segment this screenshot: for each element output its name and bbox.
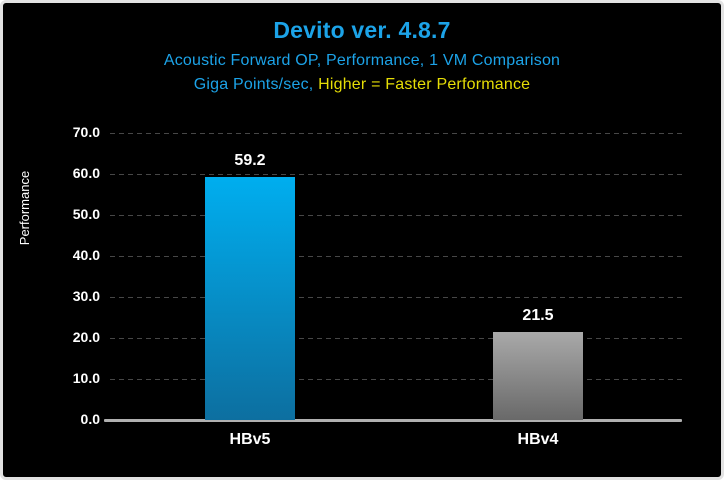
gridline-50.0	[110, 215, 682, 216]
gridline-60.0	[110, 174, 682, 175]
x-axis-line	[104, 419, 682, 422]
bar-hbv4	[493, 331, 583, 420]
chart-subtitle-highlight: Higher = Faster Performance	[318, 76, 531, 93]
bar-hbv5	[205, 177, 295, 420]
chart-subtitle-line1: Acoustic Forward OP, Performance, 1 VM C…	[163, 52, 561, 69]
y-tick-label-50.0: 50.0	[72, 206, 100, 222]
chart-subtitle-units: Giga Points/sec,	[193, 76, 319, 93]
gridline-10.0	[110, 379, 682, 380]
y-axis-title: Performance	[17, 170, 32, 246]
gridline-40.0	[110, 256, 682, 257]
bar-value-label-hbv5: 59.2	[234, 152, 266, 170]
gridline-30.0	[110, 297, 682, 298]
bar-value-label-hbv4: 21.5	[522, 306, 554, 324]
gridline-70.0	[110, 133, 682, 134]
y-tick-label-10.0: 10.0	[72, 370, 100, 386]
y-tick-label-70.0: 70.0	[72, 124, 100, 140]
gridline-20.0	[110, 338, 682, 339]
x-axis-label-hbv4: HBv4	[517, 431, 559, 448]
chart-subtitle-line2: Giga Points/sec, Higher = Faster Perform…	[3, 76, 721, 94]
x-axis-label-hbv5: HBv5	[229, 431, 271, 448]
chart-title: Devito ver. 4.8.7	[273, 17, 451, 43]
y-tick-label-20.0: 20.0	[72, 329, 100, 345]
y-tick-label-0.0: 0.0	[80, 411, 100, 427]
y-tick-label-40.0: 40.0	[72, 247, 100, 263]
y-tick-label-30.0: 30.0	[72, 288, 100, 304]
y-tick-label-60.0: 60.0	[72, 165, 100, 181]
chart-header: Devito ver. 4.8.7 Acoustic Forward OP, P…	[3, 17, 721, 100]
